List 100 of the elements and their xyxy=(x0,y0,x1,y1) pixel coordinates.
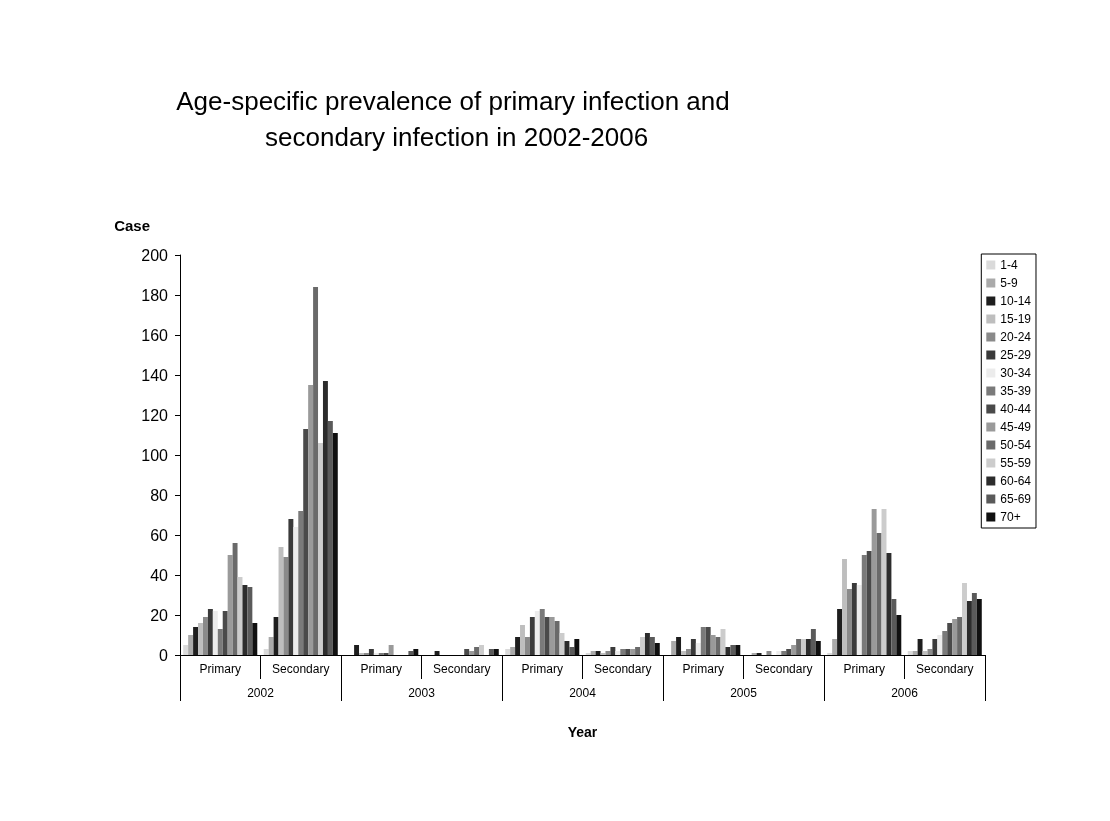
bar xyxy=(488,649,494,655)
bar xyxy=(207,609,213,655)
bar xyxy=(539,609,545,655)
x-tick-label: Secondary xyxy=(272,662,330,676)
bar xyxy=(695,643,701,655)
bar xyxy=(710,635,716,655)
x-tick-label: Secondary xyxy=(433,662,491,676)
bar xyxy=(242,585,248,655)
bar xyxy=(222,611,228,655)
legend-label: 70+ xyxy=(1000,510,1021,524)
bar xyxy=(871,509,877,655)
bar xyxy=(318,443,323,655)
bar xyxy=(912,651,918,655)
y-tick-label: 120 xyxy=(141,406,169,424)
bar xyxy=(303,429,309,655)
bar xyxy=(640,637,645,655)
bar xyxy=(549,617,555,655)
text: 2003 xyxy=(408,686,436,700)
bar xyxy=(842,559,847,655)
bar xyxy=(856,585,862,655)
bar xyxy=(654,643,660,655)
bar xyxy=(952,619,958,655)
bar xyxy=(907,651,913,655)
x-tick-label: Primary xyxy=(199,662,241,676)
bar xyxy=(851,583,857,655)
bar xyxy=(781,651,787,655)
x-tick-label: Primary xyxy=(521,662,563,676)
bar xyxy=(896,615,902,655)
text: 2005 xyxy=(730,686,758,700)
bar xyxy=(524,637,530,655)
bar xyxy=(705,627,711,655)
legend-label: 50-54 xyxy=(1000,438,1032,452)
legend-label: 55-59 xyxy=(1000,456,1032,470)
bar xyxy=(966,601,972,655)
bar xyxy=(554,621,560,655)
bar xyxy=(685,649,691,655)
bar xyxy=(313,287,319,655)
bar xyxy=(529,617,535,655)
bar xyxy=(866,551,872,655)
y-tick-label: 40 xyxy=(150,566,169,584)
bar xyxy=(298,511,304,655)
x-tick-label: Secondary xyxy=(916,662,974,676)
bar xyxy=(408,651,414,655)
bar xyxy=(479,645,484,655)
bar xyxy=(569,647,575,655)
bar xyxy=(273,617,279,655)
bar xyxy=(630,649,636,655)
bar xyxy=(544,617,550,655)
bar xyxy=(786,649,792,655)
bar xyxy=(590,651,596,655)
y-tick-label: 160 xyxy=(141,326,169,344)
legend-label: 1-4 xyxy=(1000,258,1018,272)
y-tick-label: 180 xyxy=(141,286,169,304)
bar xyxy=(971,593,977,655)
bar xyxy=(268,637,274,655)
bar xyxy=(227,555,233,655)
bar xyxy=(810,629,816,655)
bar xyxy=(766,651,772,655)
bar xyxy=(212,611,218,655)
bar xyxy=(700,627,706,655)
x-tick-label: Primary xyxy=(682,662,724,676)
bar xyxy=(801,639,806,655)
bar xyxy=(625,649,631,655)
y-axis-title: Case xyxy=(114,217,150,234)
bar xyxy=(474,647,480,655)
bar xyxy=(846,589,852,655)
bar xyxy=(283,557,289,655)
text: 2004 xyxy=(569,686,597,700)
y-tick-label: 100 xyxy=(141,446,169,464)
text: 2006 xyxy=(891,686,919,700)
y-tick-label: 200 xyxy=(141,246,169,264)
bar xyxy=(861,555,867,655)
text: 2002 xyxy=(247,686,275,700)
bar xyxy=(676,637,682,655)
bar xyxy=(327,421,333,655)
bar xyxy=(886,553,892,655)
bar xyxy=(247,587,253,655)
bar xyxy=(263,649,269,655)
bar xyxy=(574,639,580,655)
bar xyxy=(288,519,294,655)
bar xyxy=(976,599,982,655)
bar xyxy=(308,385,314,655)
bar xyxy=(791,645,797,655)
bar xyxy=(815,641,821,655)
y-tick-label: 140 xyxy=(141,366,169,384)
bar xyxy=(595,651,601,655)
bar xyxy=(564,641,570,655)
x-tick-label: Primary xyxy=(843,662,885,676)
bar xyxy=(515,637,521,655)
bar xyxy=(388,645,394,655)
bar xyxy=(917,639,923,655)
bar xyxy=(469,651,475,655)
bar xyxy=(464,649,470,655)
bar xyxy=(796,639,802,655)
bar xyxy=(615,651,621,655)
bar xyxy=(837,609,843,655)
bar xyxy=(293,527,299,655)
legend-label: 35-39 xyxy=(1000,384,1032,398)
legend-label: 45-49 xyxy=(1000,420,1032,434)
bar xyxy=(891,599,897,655)
